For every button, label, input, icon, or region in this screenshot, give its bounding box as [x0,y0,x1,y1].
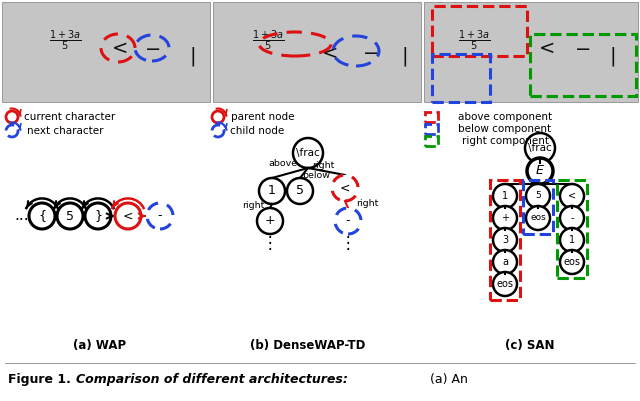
Circle shape [526,206,550,230]
Circle shape [560,206,584,230]
Circle shape [29,203,55,229]
Text: (a) An: (a) An [430,373,468,385]
Text: right component: right component [461,136,548,146]
Text: }: } [94,209,102,223]
Text: 1: 1 [502,191,508,201]
Text: child node: child node [230,126,284,136]
Circle shape [335,208,361,234]
Circle shape [6,111,18,123]
Circle shape [560,228,584,252]
Text: 5: 5 [66,209,74,223]
Circle shape [493,272,517,296]
Text: next character: next character [27,126,103,136]
Circle shape [493,250,517,274]
Text: -: - [157,209,163,223]
Text: $\frac{1+3a}{5}$: $\frac{1+3a}{5}$ [458,29,490,53]
Circle shape [560,184,584,208]
Circle shape [332,175,358,201]
Text: {: { [38,209,46,223]
Text: below: below [302,170,330,180]
Text: right: right [312,160,334,170]
Circle shape [293,138,323,168]
Text: 5: 5 [296,184,304,198]
Text: eos: eos [497,279,513,289]
Text: $-$: $-$ [144,38,160,57]
Text: $<$: $<$ [535,38,555,57]
Text: $\frac{1+3a}{5}$: $\frac{1+3a}{5}$ [252,29,284,53]
Text: ⋮: ⋮ [340,234,356,252]
Text: right: right [242,200,264,209]
Text: right: right [356,200,378,209]
Text: $|$: $|$ [609,45,615,67]
Text: $|$: $|$ [401,45,407,67]
Circle shape [287,178,313,204]
Circle shape [57,203,83,229]
Circle shape [115,203,141,229]
Text: $\mathit{E}$: $\mathit{E}$ [535,164,545,178]
Text: $\frac{1+3a}{5}$: $\frac{1+3a}{5}$ [49,29,81,53]
Circle shape [212,111,224,123]
Circle shape [259,178,285,204]
Circle shape [257,208,283,234]
Text: above: above [268,160,298,168]
Text: (b) DenseWAP-TD: (b) DenseWAP-TD [250,340,365,352]
Text: 1: 1 [268,184,276,198]
Circle shape [493,206,517,230]
Text: <: < [568,191,576,201]
FancyBboxPatch shape [213,2,421,102]
Text: below component: below component [458,124,552,134]
Circle shape [6,125,18,137]
FancyBboxPatch shape [424,2,638,102]
Circle shape [493,228,517,252]
Text: +: + [265,215,275,227]
Text: \frac: \frac [296,148,320,158]
Text: (c) SAN: (c) SAN [505,340,555,352]
Circle shape [526,184,550,208]
Text: -: - [570,213,573,223]
Text: eos: eos [530,213,546,223]
Text: <: < [123,209,133,223]
Text: parent node: parent node [231,112,295,122]
Text: -: - [346,215,350,227]
Text: Comparison of different architectures:: Comparison of different architectures: [76,373,348,385]
Text: 5: 5 [535,192,541,200]
Text: \frac: \frac [528,143,552,153]
Circle shape [85,203,111,229]
Text: $<$: $<$ [318,43,338,63]
Text: +: + [501,213,509,223]
Text: ...: ... [15,209,29,223]
Text: current character: current character [24,112,116,122]
Text: $<$: $<$ [108,38,128,57]
Text: $-$: $-$ [362,41,378,61]
Circle shape [525,133,555,163]
Text: above component: above component [458,112,552,122]
Circle shape [212,125,224,137]
Circle shape [527,158,553,184]
Text: <: < [340,182,350,194]
Text: 1: 1 [569,235,575,245]
Circle shape [493,184,517,208]
Text: ⋮: ⋮ [262,234,278,252]
Text: 3: 3 [502,235,508,245]
Text: $|$: $|$ [189,45,195,67]
Text: (a) WAP: (a) WAP [74,340,127,352]
Text: a: a [502,257,508,267]
Text: Figure 1.: Figure 1. [8,373,71,385]
Text: $-$: $-$ [574,38,590,57]
FancyBboxPatch shape [2,2,210,102]
Circle shape [147,203,173,229]
Text: eos: eos [563,257,580,267]
Circle shape [560,250,584,274]
